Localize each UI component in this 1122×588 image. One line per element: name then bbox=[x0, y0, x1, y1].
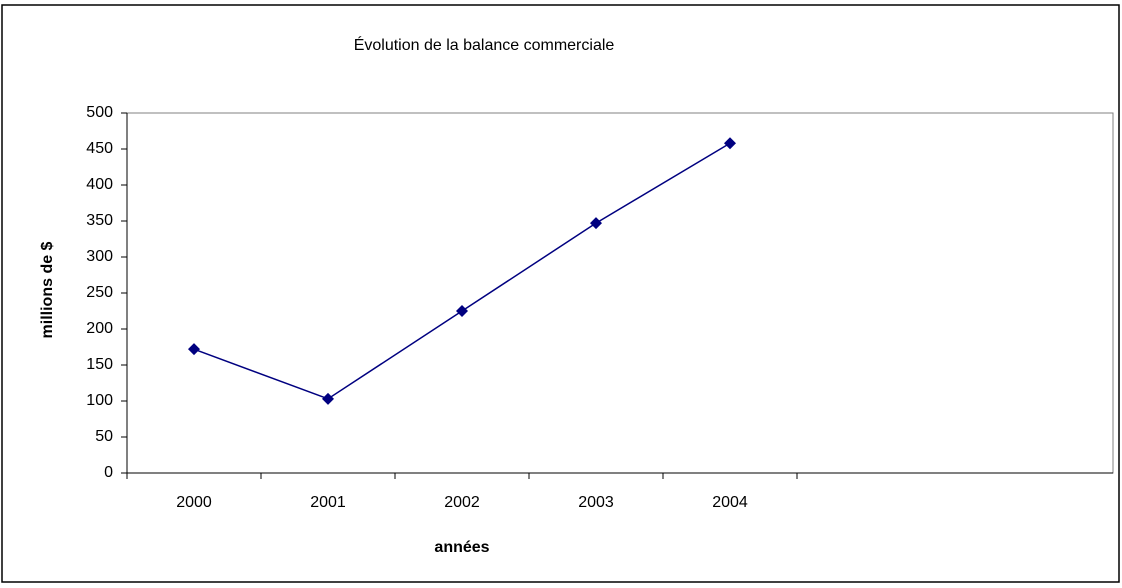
marker bbox=[724, 137, 736, 150]
marker bbox=[322, 392, 334, 405]
y-tick-label: 400 bbox=[86, 176, 113, 193]
marker bbox=[456, 305, 468, 317]
y-tick-label: 450 bbox=[86, 140, 113, 157]
chart-title: Évolution de la balance commerciale bbox=[354, 35, 615, 54]
marker bbox=[188, 343, 200, 356]
y-tick-label: 50 bbox=[95, 428, 113, 445]
x-tick-label: 2002 bbox=[444, 494, 480, 511]
x-tick-label: 2000 bbox=[176, 494, 212, 511]
y-tick-label: 100 bbox=[86, 392, 113, 409]
plot-area bbox=[126, 112, 1114, 474]
y-tick-label: 200 bbox=[86, 320, 113, 337]
x-tick-label: 2001 bbox=[310, 494, 346, 511]
y-tick-label: 300 bbox=[86, 248, 113, 265]
y-axis-label: millions de $ bbox=[39, 241, 56, 338]
y-tick-label: 150 bbox=[86, 356, 113, 373]
x-axis-label: années bbox=[434, 539, 489, 556]
y-tick-label: 0 bbox=[104, 464, 113, 481]
x-tick-label: 2003 bbox=[578, 494, 614, 511]
marker bbox=[590, 217, 602, 230]
y-tick-label: 500 bbox=[86, 104, 113, 121]
x-tick-label: 2004 bbox=[712, 494, 748, 511]
y-tick-label: 250 bbox=[86, 284, 113, 301]
y-tick-label: 350 bbox=[86, 212, 113, 229]
